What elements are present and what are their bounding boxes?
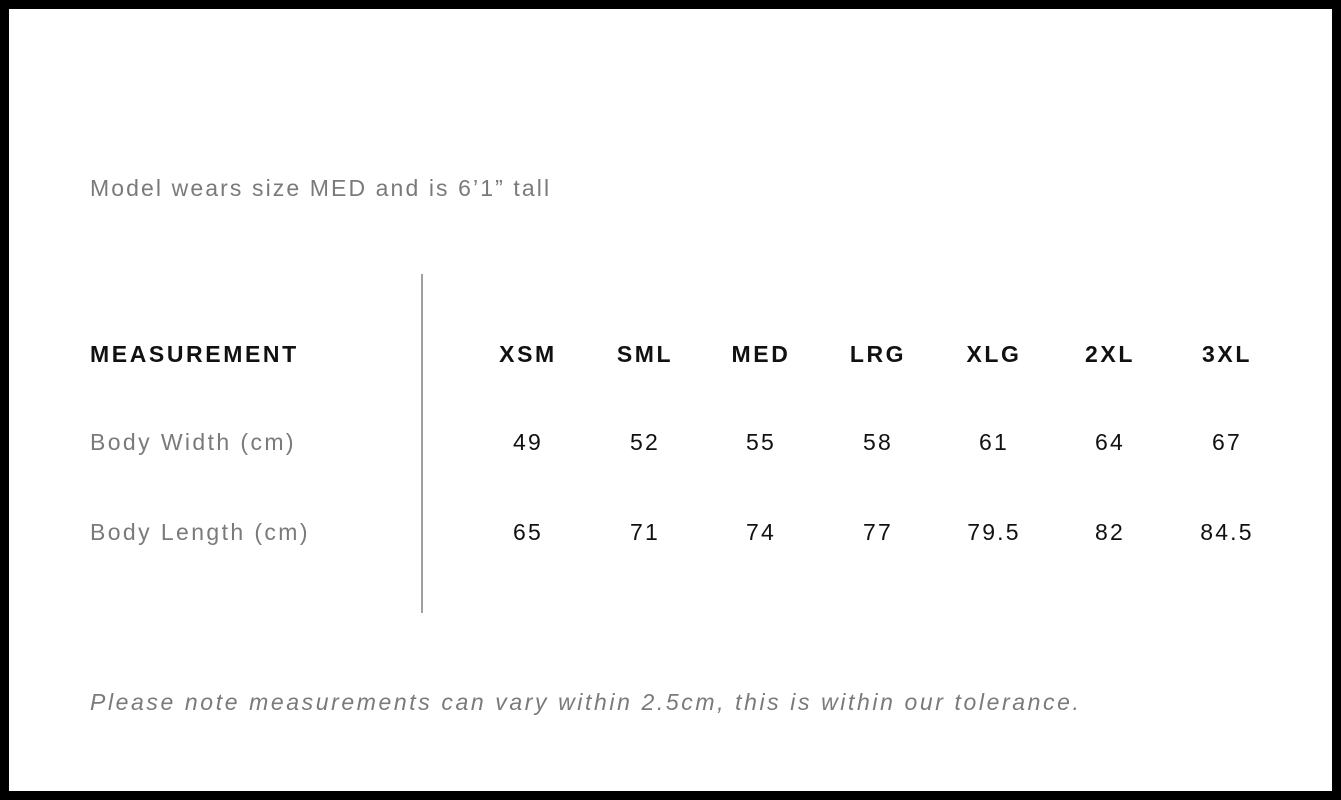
body-length-xlg: 79.5 bbox=[967, 519, 1021, 545]
measurement-header: MEASUREMENT bbox=[90, 341, 299, 367]
body-width-med: 55 bbox=[746, 429, 776, 455]
tolerance-note: Please note measurements can vary within… bbox=[90, 689, 1082, 715]
body-length-med: 74 bbox=[746, 519, 776, 545]
body-length-lrg: 77 bbox=[863, 519, 893, 545]
size-header-lrg: LRG bbox=[849, 341, 907, 367]
body-width-2xl: 64 bbox=[1095, 429, 1125, 455]
size-header-sml: SML bbox=[616, 341, 674, 367]
row-label-body-width: Body Width (cm) bbox=[90, 429, 296, 455]
size-header-3xl: 3XL bbox=[1202, 341, 1252, 367]
body-width-sml: 52 bbox=[630, 429, 660, 455]
body-width-xlg: 61 bbox=[979, 429, 1009, 455]
size-guide-panel: Model wears size MED and is 6’1” tall ME… bbox=[9, 9, 1332, 791]
body-width-xsm: 49 bbox=[513, 429, 543, 455]
body-length-sml: 71 bbox=[630, 519, 660, 545]
body-length-xsm: 65 bbox=[513, 519, 543, 545]
size-header-2xl: 2XL bbox=[1085, 341, 1135, 367]
size-header-med: MED bbox=[731, 341, 791, 367]
body-width-lrg: 58 bbox=[863, 429, 893, 455]
row-label-body-length: Body Length (cm) bbox=[90, 519, 310, 545]
column-divider bbox=[421, 274, 423, 613]
size-header-xsm: XSM bbox=[499, 341, 557, 367]
body-length-3xl: 84.5 bbox=[1200, 519, 1254, 545]
size-header-xlg: XLG bbox=[966, 341, 1022, 367]
model-size-note: Model wears size MED and is 6’1” tall bbox=[90, 175, 552, 201]
body-length-2xl: 82 bbox=[1095, 519, 1125, 545]
body-width-3xl: 67 bbox=[1212, 429, 1242, 455]
